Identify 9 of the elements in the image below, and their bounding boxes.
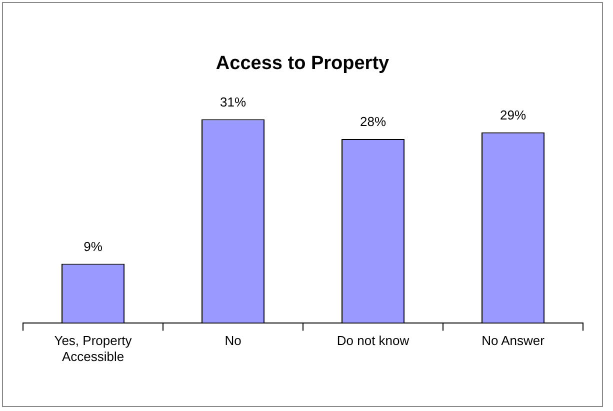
data-label: 9%	[84, 238, 103, 254]
x-tick-label: No Answer	[482, 333, 546, 348]
data-label: 28%	[360, 114, 386, 130]
chart-title: Access to Property	[214, 53, 390, 75]
x-tick-label: Yes, Property Accessible	[54, 333, 132, 364]
x-tick-label: Do not know	[336, 333, 410, 348]
data-label: 29%	[500, 107, 526, 122]
data-label: 31%	[220, 94, 246, 110]
x-tick-label: No	[224, 333, 242, 348]
